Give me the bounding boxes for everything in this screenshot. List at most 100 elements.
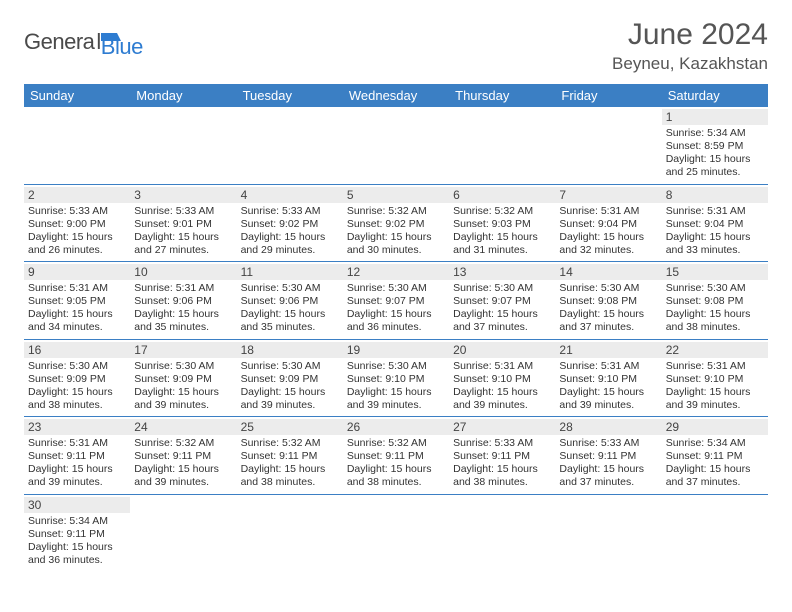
daylight-text: Daylight: 15 hours and 39 minutes. [347, 386, 445, 412]
day-number: 18 [237, 342, 343, 358]
calendar-week-row: 2Sunrise: 5:33 AMSunset: 9:00 PMDaylight… [24, 184, 768, 262]
day-info: Sunrise: 5:30 AMSunset: 9:07 PMDaylight:… [347, 282, 445, 335]
calendar-day-cell [237, 494, 343, 571]
sunrise-text: Sunrise: 5:31 AM [666, 205, 764, 218]
calendar-day-cell: . [343, 107, 449, 184]
calendar-day-cell [343, 494, 449, 571]
day-number: 29 [662, 419, 768, 435]
weekday-header: Sunday [24, 84, 130, 107]
daylight-text: Daylight: 15 hours and 39 minutes. [453, 386, 551, 412]
day-number: 2 [24, 187, 130, 203]
day-number: 30 [24, 497, 130, 513]
sunset-text: Sunset: 9:11 PM [241, 450, 339, 463]
day-info: Sunrise: 5:31 AMSunset: 9:11 PMDaylight:… [28, 437, 126, 490]
calendar-day-cell: 3Sunrise: 5:33 AMSunset: 9:01 PMDaylight… [130, 184, 236, 262]
day-info: Sunrise: 5:30 AMSunset: 9:07 PMDaylight:… [453, 282, 551, 335]
sunrise-text: Sunrise: 5:30 AM [347, 360, 445, 373]
day-info: Sunrise: 5:31 AMSunset: 9:10 PMDaylight:… [666, 360, 764, 413]
header: Genera l Blue June 2024 Beyneu, Kazakhst… [24, 18, 768, 74]
sunset-text: Sunset: 9:11 PM [666, 450, 764, 463]
sunrise-text: Sunrise: 5:33 AM [28, 205, 126, 218]
calendar-week-row: 30Sunrise: 5:34 AMSunset: 9:11 PMDayligh… [24, 494, 768, 571]
day-number: 3 [130, 187, 236, 203]
calendar-day-cell: 12 Sunrise: 5:30 AMSunset: 9:07 PMDayligh… [343, 262, 449, 340]
title-block: June 2024 Beyneu, Kazakhstan [612, 18, 768, 74]
daylight-text: Daylight: 15 hours and 27 minutes. [134, 231, 232, 257]
calendar-day-cell: 29Sunrise: 5:34 AMSunset: 9:11 PMDayligh… [662, 417, 768, 495]
day-info: Sunrise: 5:32 AMSunset: 9:11 PMDaylight:… [241, 437, 339, 490]
day-number: 4 [237, 187, 343, 203]
calendar-day-cell: 2Sunrise: 5:33 AMSunset: 9:00 PMDaylight… [24, 184, 130, 262]
sunrise-text: Sunrise: 5:30 AM [453, 282, 551, 295]
daylight-text: Daylight: 15 hours and 30 minutes. [347, 231, 445, 257]
day-info: Sunrise: 5:33 AMSunset: 9:02 PMDaylight:… [241, 205, 339, 258]
weekday-header: Wednesday [343, 84, 449, 107]
day-info: Sunrise: 5:32 AMSunset: 9:11 PMDaylight:… [347, 437, 445, 490]
calendar-day-cell [449, 494, 555, 571]
day-info: Sunrise: 5:34 AMSunset: 8:59 PMDaylight:… [666, 127, 764, 180]
sunrise-text: Sunrise: 5:34 AM [28, 515, 126, 528]
day-number: 12 [343, 264, 449, 280]
daylight-text: Daylight: 15 hours and 37 minutes. [666, 463, 764, 489]
calendar-day-cell: . [237, 107, 343, 184]
sunrise-text: Sunrise: 5:30 AM [347, 282, 445, 295]
sunrise-text: Sunrise: 5:30 AM [241, 360, 339, 373]
daylight-text: Daylight: 15 hours and 25 minutes. [666, 153, 764, 179]
sunrise-text: Sunrise: 5:32 AM [241, 437, 339, 450]
day-number: 23 [24, 419, 130, 435]
calendar-day-cell: 26 Sunrise: 5:32 AMSunset: 9:11 PMDayligh… [343, 417, 449, 495]
sunset-text: Sunset: 8:59 PM [666, 140, 764, 153]
sunset-text: Sunset: 9:09 PM [134, 373, 232, 386]
daylight-text: Daylight: 15 hours and 39 minutes. [559, 386, 657, 412]
day-number: 26 [343, 419, 449, 435]
day-info: Sunrise: 5:30 AMSunset: 9:09 PMDaylight:… [28, 360, 126, 413]
daylight-text: Daylight: 15 hours and 39 minutes. [134, 463, 232, 489]
day-info: Sunrise: 5:31 AMSunset: 9:10 PMDaylight:… [453, 360, 551, 413]
calendar-day-cell: 11Sunrise: 5:30 AMSunset: 9:06 PMDayligh… [237, 262, 343, 340]
calendar-day-cell: 15Sunrise: 5:30 AMSunset: 9:08 PMDayligh… [662, 262, 768, 340]
daylight-text: Daylight: 15 hours and 36 minutes. [28, 541, 126, 567]
calendar-table: Sunday Monday Tuesday Wednesday Thursday… [24, 84, 768, 571]
sunset-text: Sunset: 9:02 PM [347, 218, 445, 231]
weekday-header-row: Sunday Monday Tuesday Wednesday Thursday… [24, 84, 768, 107]
sunrise-text: Sunrise: 5:30 AM [241, 282, 339, 295]
calendar-day-cell: . [130, 107, 236, 184]
calendar-day-cell: 8Sunrise: 5:31 AMSunset: 9:04 PMDaylight… [662, 184, 768, 262]
sunset-text: Sunset: 9:07 PM [347, 295, 445, 308]
daylight-text: Daylight: 15 hours and 35 minutes. [134, 308, 232, 334]
sunset-text: Sunset: 9:03 PM [453, 218, 551, 231]
calendar-day-cell [130, 494, 236, 571]
calendar-day-cell: 6Sunrise: 5:32 AMSunset: 9:03 PMDaylight… [449, 184, 555, 262]
daylight-text: Daylight: 15 hours and 33 minutes. [666, 231, 764, 257]
sunset-text: Sunset: 9:11 PM [134, 450, 232, 463]
daylight-text: Daylight: 15 hours and 29 minutes. [241, 231, 339, 257]
calendar-day-cell: 17Sunrise: 5:30 AMSunset: 9:09 PMDayligh… [130, 339, 236, 417]
calendar-day-cell: 28Sunrise: 5:33 AMSunset: 9:11 PMDayligh… [555, 417, 661, 495]
sunset-text: Sunset: 9:06 PM [241, 295, 339, 308]
day-number: 16 [24, 342, 130, 358]
day-number: 13 [449, 264, 555, 280]
day-number: 1 [662, 109, 768, 125]
sunrise-text: Sunrise: 5:31 AM [134, 282, 232, 295]
sunset-text: Sunset: 9:09 PM [28, 373, 126, 386]
day-number: 27 [449, 419, 555, 435]
calendar-day-cell: . [555, 107, 661, 184]
calendar-day-cell: 9Sunrise: 5:31 AMSunset: 9:05 PMDaylight… [24, 262, 130, 340]
calendar-day-cell [662, 494, 768, 571]
sunset-text: Sunset: 9:06 PM [134, 295, 232, 308]
sunrise-text: Sunrise: 5:31 AM [453, 360, 551, 373]
day-number: 11 [237, 264, 343, 280]
day-number: 25 [237, 419, 343, 435]
weekday-header: Saturday [662, 84, 768, 107]
daylight-text: Daylight: 15 hours and 38 minutes. [453, 463, 551, 489]
calendar-day-cell: 16 Sunrise: 5:30 AMSunset: 9:09 PMDayligh… [24, 339, 130, 417]
daylight-text: Daylight: 15 hours and 39 minutes. [241, 386, 339, 412]
calendar-day-cell: 21Sunrise: 5:31 AMSunset: 9:10 PMDayligh… [555, 339, 661, 417]
page-title: June 2024 [612, 18, 768, 52]
sunset-text: Sunset: 9:07 PM [453, 295, 551, 308]
day-number: 10 [130, 264, 236, 280]
calendar-day-cell: 24Sunrise: 5:32 AMSunset: 9:11 PMDayligh… [130, 417, 236, 495]
calendar-day-cell: 22Sunrise: 5:31 AMSunset: 9:10 PMDayligh… [662, 339, 768, 417]
sunrise-text: Sunrise: 5:30 AM [134, 360, 232, 373]
sunrise-text: Sunrise: 5:32 AM [347, 437, 445, 450]
